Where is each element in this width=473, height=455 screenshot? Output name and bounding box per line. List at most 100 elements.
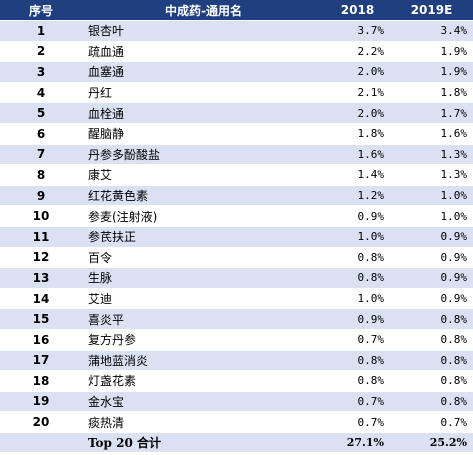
table-cell: 6: [0, 123, 82, 145]
table-cell: 生脉: [82, 267, 325, 289]
table-row: 14 艾迪 1.0% 0.9%: [0, 288, 473, 310]
table-cell: 血塞通: [82, 61, 325, 83]
header-cell: 2018: [325, 0, 390, 21]
table-cell: 0.8%: [325, 370, 390, 392]
table-cell: 2.0%: [325, 61, 390, 83]
table-cell: 27.1%: [325, 432, 390, 454]
table-row: 4 丹红 2.1% 1.8%: [0, 82, 473, 104]
table-cell: 13: [0, 267, 82, 289]
table-cell: 0.9%: [390, 226, 473, 248]
table-cell: 15: [0, 308, 82, 330]
table-row: 13 生脉 0.8% 0.9%: [0, 267, 473, 289]
table-cell: 银杏叶: [82, 20, 325, 42]
table-cell: 0.9%: [390, 247, 473, 269]
table-row: 17 蒲地蓝消炎 0.8% 0.8%: [0, 350, 473, 372]
table-cell: 1.2%: [325, 185, 390, 207]
table-cell: 3.4%: [390, 20, 473, 42]
table-cell: 痰热清: [82, 411, 325, 433]
table-cell: 3: [0, 61, 82, 83]
table-cell: 0.9%: [390, 288, 473, 310]
table-row: 9 红花黄色素 1.2% 1.0%: [0, 185, 473, 207]
table-cell: 20: [0, 411, 82, 433]
table-cell: Top 20 合计: [82, 432, 325, 454]
table-row: 7 丹参多酚酸盐 1.6% 1.3%: [0, 144, 473, 166]
table-cell: 红花黄色素: [82, 185, 325, 207]
table-cell: 丹红: [82, 82, 325, 104]
table-cell: 9: [0, 185, 82, 207]
table-cell: 灯盏花素: [82, 370, 325, 392]
table-cell: 2: [0, 41, 82, 63]
table-cell: 疏血通: [82, 41, 325, 63]
table-cell: 蒲地蓝消炎: [82, 350, 325, 372]
table-cell: 0.8%: [325, 247, 390, 269]
table-cell: 0.9%: [325, 308, 390, 330]
table-cell: 17: [0, 350, 82, 372]
table-cell: 百令: [82, 247, 325, 269]
table-row: 3 血塞通 2.0% 1.9%: [0, 61, 473, 83]
table-cell: 2.1%: [325, 82, 390, 104]
table-row: 1 银杏叶 3.7% 3.4%: [0, 20, 473, 42]
table-cell: 1.0%: [390, 185, 473, 207]
table-row: 2 疏血通 2.2% 1.9%: [0, 41, 473, 63]
table-cell: 0.7%: [325, 329, 390, 351]
table-cell: 1.8%: [325, 123, 390, 145]
table-cell: 参芪扶正: [82, 226, 325, 248]
table-cell: 康艾: [82, 164, 325, 186]
table-cell: 0.7%: [390, 411, 473, 433]
table-row: 10 参麦(注射液) 0.9% 1.0%: [0, 205, 473, 227]
table-cell: 0.8%: [390, 391, 473, 413]
table-cell: 醒脑静: [82, 123, 325, 145]
table-cell: 0.7%: [325, 411, 390, 433]
header-cell: 序号: [0, 0, 82, 21]
table-row: 5 血栓通 2.0% 1.7%: [0, 102, 473, 124]
table-row: 11 参芪扶正 1.0% 0.9%: [0, 226, 473, 248]
header-cell: 2019E: [390, 0, 473, 21]
table-body: 1 银杏叶 3.7% 3.4% 2 疏血通 2.2% 1.9% 3 血塞通 2.0% 1.9% 4 丹红 2…: [0, 20, 473, 454]
table-cell: 4: [0, 82, 82, 104]
header-row: 序号 中成药-通用名 2018 2019E: [0, 0, 473, 21]
table-cell: 1.0%: [325, 288, 390, 310]
table-cell: 1: [0, 20, 82, 42]
table-cell: 5: [0, 102, 82, 124]
table-row: 6 醒脑静 1.8% 1.6%: [0, 123, 473, 145]
table-cell: 18: [0, 370, 82, 392]
table-cell: 喜炎平: [82, 308, 325, 330]
table-cell: 血栓通: [82, 102, 325, 124]
table-row: 18 灯盏花素 0.8% 0.8%: [0, 370, 473, 392]
header-cell: 中成药-通用名: [82, 0, 325, 21]
table-row: 19 金水宝 0.7% 0.8%: [0, 391, 473, 413]
table-cell: 7: [0, 144, 82, 166]
table-cell: 复方丹参: [82, 329, 325, 351]
table-cell: 0.8%: [390, 308, 473, 330]
table-cell: 1.6%: [390, 123, 473, 145]
table-cell: 1.0%: [390, 205, 473, 227]
table-cell: 10: [0, 205, 82, 227]
table-cell: 0.8%: [325, 267, 390, 289]
total-row: Top 20 合计 27.1% 25.2%: [0, 432, 473, 454]
table-cell: 19: [0, 391, 82, 413]
table-cell: 12: [0, 247, 82, 269]
table-row: 16 复方丹参 0.7% 0.8%: [0, 329, 473, 351]
table-cell: [0, 432, 82, 454]
table-cell: 1.0%: [325, 226, 390, 248]
table-cell: 0.8%: [390, 370, 473, 392]
table-row: 20 痰热清 0.7% 0.7%: [0, 411, 473, 433]
table-cell: 参麦(注射液): [82, 205, 325, 227]
table-cell: 2.0%: [325, 102, 390, 124]
table-cell: 16: [0, 329, 82, 351]
table-cell: 1.9%: [390, 61, 473, 83]
table-cell: 1.8%: [390, 82, 473, 104]
table-cell: 14: [0, 288, 82, 310]
table-cell: 3.7%: [325, 20, 390, 42]
table-cell: 0.8%: [390, 350, 473, 372]
table-cell: 25.2%: [390, 432, 473, 454]
table-cell: 1.3%: [390, 164, 473, 186]
table-cell: 金水宝: [82, 391, 325, 413]
table-cell: 0.9%: [390, 267, 473, 289]
table-row: 15 喜炎平 0.9% 0.8%: [0, 308, 473, 330]
table-cell: 艾迪: [82, 288, 325, 310]
table-row: 8 康艾 1.4% 1.3%: [0, 164, 473, 186]
table-cell: 1.6%: [325, 144, 390, 166]
table-cell: 11: [0, 226, 82, 248]
